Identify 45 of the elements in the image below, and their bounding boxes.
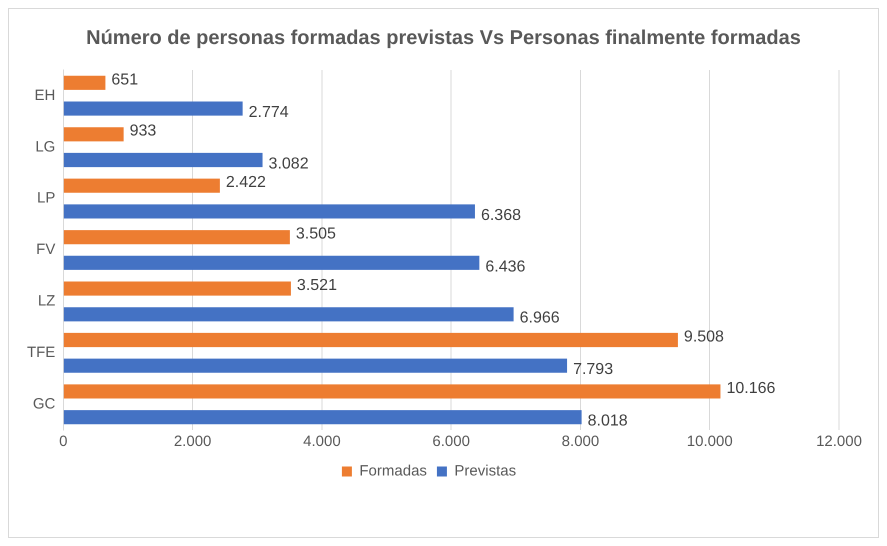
bar — [64, 384, 720, 398]
y-tick-label: LP — [36, 190, 56, 207]
data-label: 3.505 — [296, 226, 336, 243]
data-label: 6.368 — [480, 206, 522, 224]
legend-label: Formadas — [359, 462, 427, 480]
x-tick-label: 4.000 — [303, 433, 341, 450]
bar — [64, 178, 220, 193]
chart-title: Número de personas formadas previstas Vs Personas finalmente formadas — [85, 26, 802, 51]
bar — [64, 127, 124, 142]
y-tick-label: EH — [34, 86, 56, 104]
data-label: 8.018 — [588, 412, 628, 430]
x-tick-label: 10.000 — [686, 433, 733, 450]
data-label: 7.793 — [573, 361, 614, 378]
data-label: 10.166 — [726, 380, 776, 397]
data-label: 6.966 — [520, 310, 560, 327]
bar — [64, 332, 678, 348]
data-label: 6.436 — [485, 258, 526, 276]
bar — [64, 256, 480, 270]
data-label: 2.774 — [248, 104, 289, 121]
y-tick-label: TFE — [26, 344, 56, 361]
y-tick-label: LZ — [38, 292, 56, 310]
bar — [64, 282, 291, 296]
data-label: 3.082 — [268, 155, 309, 172]
x-tick-label: 8.000 — [562, 433, 600, 450]
data-label: 3.521 — [296, 276, 338, 294]
data-label: 651 — [111, 71, 138, 88]
bar — [64, 102, 243, 116]
bar — [64, 204, 475, 218]
bar — [64, 410, 582, 424]
bar — [64, 76, 106, 90]
data-label: 2.422 — [226, 174, 266, 192]
y-tick-label: FV — [36, 241, 56, 258]
data-label: 933 — [130, 122, 156, 140]
x-tick-label: 6.000 — [432, 433, 470, 450]
x-tick-label: 12.000 — [816, 433, 862, 450]
x-tick-label: 2.000 — [174, 433, 212, 450]
bar — [64, 230, 290, 244]
bar — [64, 307, 514, 322]
bar — [64, 358, 568, 373]
legend-label: Previstas — [454, 462, 516, 480]
y-tick-label: LG — [35, 138, 56, 156]
bar — [64, 152, 263, 168]
x-tick-label: 0 — [59, 433, 68, 450]
data-label: 9.508 — [684, 328, 724, 346]
y-tick-label: GC — [32, 395, 56, 412]
